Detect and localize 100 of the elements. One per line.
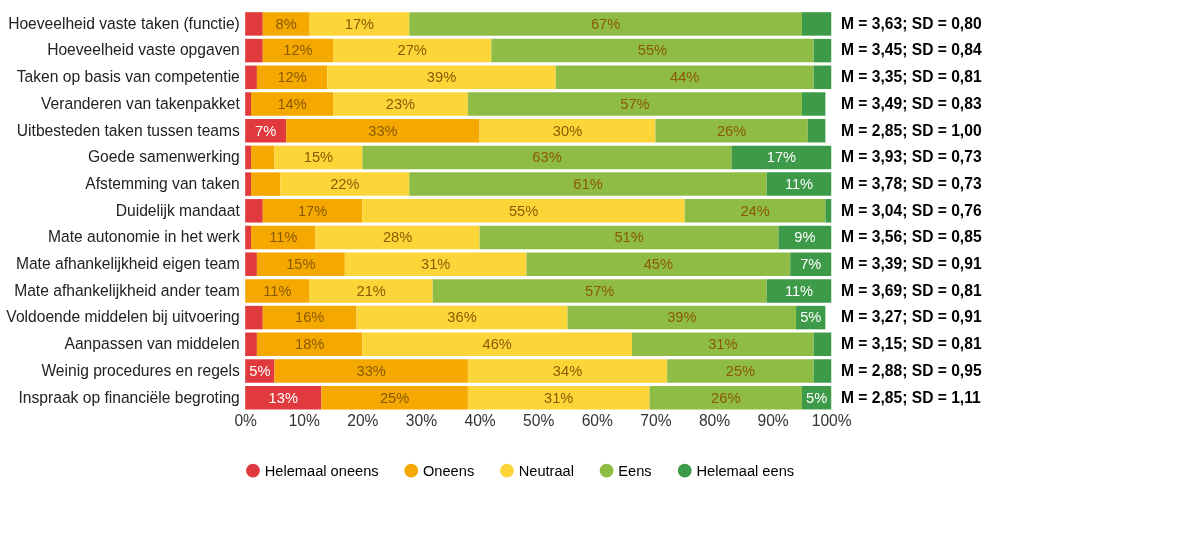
bar [245,12,263,36]
text: M = 3,63; SD = 0,80 [841,14,982,32]
y-tick-label: Mate afhankelijkheid ander team [14,281,240,299]
bar [286,118,480,143]
bar [256,252,345,276]
bar [251,145,275,170]
data-label: 5% [806,389,828,406]
data-label: 28% [382,229,413,246]
data-label: 12% [277,69,307,86]
bar [555,65,814,90]
bar [801,92,826,116]
x-tick-label: 10% [288,412,321,430]
data-label: 11% [784,282,814,299]
bar [262,199,363,223]
data-label: 7% [255,122,277,139]
legend-label: Eens [618,462,652,479]
y-tick-label: Mate autonomie in het werk [48,228,240,246]
y-tick-label: Afstemming van taken [85,174,240,192]
data-label: 44% [670,69,700,86]
y-tick-label: Taken op basis van competentie [16,68,240,86]
data-label: 16% [294,309,325,326]
data-label: 39% [426,69,457,86]
data-label: 12% [283,42,313,59]
y-tick-label: Uitbesteden taken tussen teams [16,121,240,139]
text: M = 3,35; SD = 0,81 [841,68,982,86]
bar [807,118,826,143]
data-label: 26% [716,122,747,139]
bar [262,12,310,36]
bar [655,118,808,143]
bar [801,12,832,36]
data-label: 18% [294,336,325,353]
data-label: 55% [637,42,668,59]
bar [245,145,252,170]
data-label: 39% [667,309,697,326]
x-tick-label: 100% [811,412,852,430]
data-label: 17% [297,202,328,219]
bar [813,332,832,357]
bar [245,279,310,303]
text: M = 2,88; SD = 0,95 [841,361,982,379]
y-tick-label: Duidelijk mandaat [115,201,241,219]
text: M = 3,27; SD = 0,91 [841,308,982,326]
data-label: 55% [508,202,539,219]
bar [649,385,802,410]
bar [315,225,480,250]
data-label: 24% [740,202,770,219]
data-label: 26% [711,389,741,406]
bar [362,332,632,357]
data-label: 17% [344,15,375,32]
data-label: 17% [766,149,797,166]
bar [333,92,468,116]
bar [467,385,650,410]
data-label: 31% [544,389,574,406]
text: M = 3,39; SD = 0,91 [841,255,982,273]
data-label: 9% [794,229,816,246]
y-tick-label: Veranderen van takenpakket [41,94,241,112]
bar [245,38,263,63]
data-label: 25% [379,389,410,406]
bar [245,225,252,250]
data-label: 21% [356,282,386,299]
x-tick-label: 30% [405,412,438,430]
data-label: 33% [356,362,386,379]
data-label: 63% [532,149,562,166]
bar [274,359,468,383]
y-tick-label: Goede samenwerking [87,148,240,166]
data-label: 57% [585,282,615,299]
x-tick-label: 0% [234,412,258,430]
data-label: 11% [263,282,292,299]
bar [245,65,257,90]
data-label: 34% [552,362,583,379]
bar [567,305,797,330]
bar [245,172,252,196]
bar [432,279,767,303]
bar [467,92,802,116]
data-label: 23% [385,95,416,112]
bar [409,172,767,196]
x-tick-label: 70% [640,412,672,430]
data-label: 15% [286,256,316,273]
bar [766,172,832,196]
x-tick-label: 40% [464,412,496,430]
bar [766,279,832,303]
bar [467,359,668,383]
bar [344,252,527,276]
data-label: 5% [800,309,822,326]
x-tick-label: 50% [523,412,555,430]
data-label: 11% [784,175,814,192]
bar [491,38,814,63]
bar [245,92,252,116]
legend-label: Helemaal oneens [264,462,379,479]
bar [333,38,492,63]
bar [813,65,832,90]
data-label: 8% [275,15,297,32]
data-label: 67% [590,15,621,32]
text: M = 3,93; SD = 0,73 [841,148,982,166]
data-label: 7% [800,256,822,273]
text: M = 3,69; SD = 0,81 [841,281,982,299]
data-label: 45% [643,256,674,273]
data-label: 31% [420,256,451,273]
bar [245,332,257,357]
data-label: 36% [447,309,477,326]
data-label: 31% [708,336,738,353]
